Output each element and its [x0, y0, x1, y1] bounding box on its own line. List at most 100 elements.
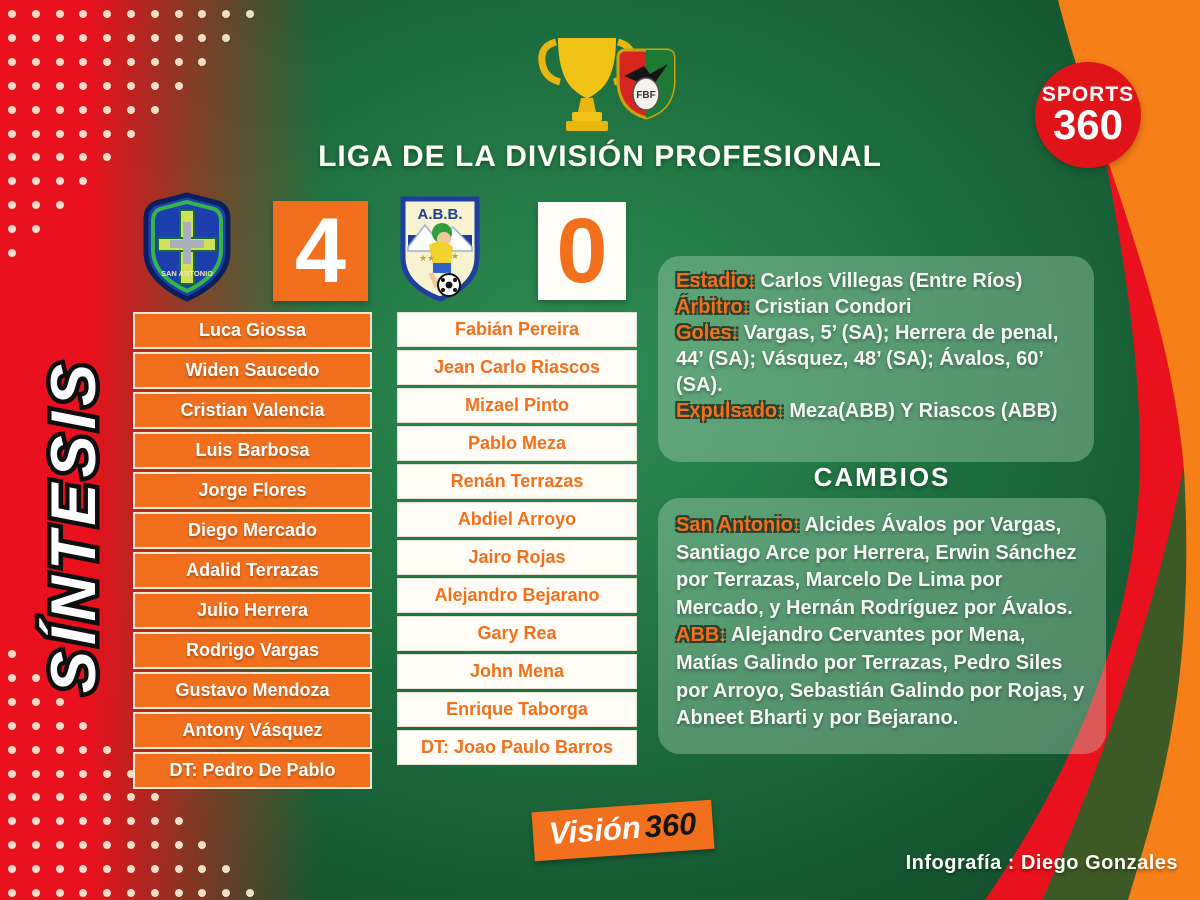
- home-player-row: Rodrigo Vargas: [133, 632, 372, 669]
- decorative-dot: [174, 889, 183, 897]
- decorative-dot: [8, 177, 16, 186]
- svg-text:FBF: FBF: [636, 90, 655, 101]
- decorative-dot: [150, 889, 159, 897]
- away-player-row: Renán Terrazas: [397, 464, 637, 499]
- away-player-row: Abdiel Arroyo: [397, 502, 637, 537]
- decorative-dot: [55, 33, 64, 42]
- decorative-dot: [174, 841, 183, 850]
- decorative-dot: [8, 817, 16, 826]
- decorative-dot: [55, 817, 64, 826]
- decorative-dot: [79, 153, 88, 162]
- decorative-dot: [103, 793, 112, 802]
- decorative-dot: [174, 817, 183, 826]
- decorative-dot: [8, 105, 16, 114]
- decorative-dot: [31, 225, 40, 234]
- decorative-dot: [8, 201, 16, 210]
- decorative-dot: [174, 33, 183, 42]
- decorative-dot: [150, 105, 159, 114]
- home-player-row: Adalid Terrazas: [133, 552, 372, 589]
- decorative-dot: [150, 841, 159, 850]
- decorative-dot: [79, 745, 88, 754]
- decorative-dot: [31, 865, 40, 874]
- decorative-dot: [103, 105, 112, 114]
- text-line: ABB: Alejandro Cervantes por Mena, Matía…: [676, 624, 1085, 730]
- decorative-dot: [198, 33, 207, 42]
- decorative-dot: [79, 793, 88, 802]
- page-title: LIGA DE LA DIVISIÓN PROFESIONAL: [318, 140, 882, 173]
- home-player-row: Widen Saucedo: [133, 352, 372, 389]
- line-label: Goles:: [676, 322, 739, 344]
- text-line: Goles: Vargas, 5’ (SA); Herrera de penal…: [676, 322, 1059, 396]
- decorative-dot: [79, 817, 88, 826]
- decorative-dot: [79, 721, 88, 730]
- decorative-dot: [79, 105, 88, 114]
- decorative-dot: [55, 177, 64, 186]
- away-lineup-list: Fabián Pereira Jean Carlo Riascos Mizael P…: [397, 312, 637, 765]
- decorative-dot: [127, 105, 135, 114]
- decorative-dot: [8, 129, 16, 138]
- decorative-dot: [31, 793, 40, 802]
- line-label: Árbitro:: [676, 296, 750, 318]
- cambios-heading: CAMBIOS: [813, 462, 951, 492]
- decorative-dot: [8, 249, 16, 257]
- line-label: ABB:: [676, 624, 726, 647]
- decorative-dot: [79, 889, 88, 897]
- decorative-dot: [8, 153, 16, 162]
- line-label: Expulsado:: [676, 400, 784, 422]
- decorative-dot: [8, 769, 16, 778]
- decorative-dot: [55, 721, 64, 730]
- decorative-dot: [127, 817, 135, 826]
- side-label: SÍNTESIS: [8, 300, 140, 752]
- decorative-dot: [31, 81, 40, 90]
- home-player-row: Diego Mercado: [133, 512, 372, 549]
- decorative-dot: [222, 10, 231, 18]
- decorative-dot: [8, 57, 16, 66]
- header-emblems: FBF: [0, 36, 1200, 140]
- decorative-dot: [103, 889, 112, 897]
- decorative-dot: [8, 721, 16, 730]
- sports360-number: 360: [1052, 101, 1124, 148]
- vision360-word: Visión: [547, 809, 642, 852]
- decorative-dot: [55, 153, 64, 162]
- decorative-dot: [55, 105, 64, 114]
- decorative-dot: [31, 889, 40, 897]
- decorative-dot: [79, 33, 88, 42]
- decorative-dot: [55, 793, 64, 802]
- decorative-dot: [31, 153, 40, 162]
- decorative-dot: [8, 33, 16, 42]
- decorative-dot: [31, 745, 40, 754]
- decorative-dot: [150, 57, 159, 66]
- decorative-dot: [55, 769, 64, 778]
- line-label: San Antonio:: [676, 514, 800, 536]
- home-team-badge: SAN ANTONIO: [143, 192, 231, 302]
- decorative-dot: [174, 81, 183, 90]
- decorative-dot: [55, 81, 64, 90]
- away-player-row: Gary Rea: [397, 616, 637, 651]
- decorative-dot: [222, 33, 231, 42]
- svg-text:★: ★: [451, 251, 459, 261]
- credit-text: Infografía : Diego Gonzales: [905, 852, 1178, 874]
- home-badge-label: SAN ANTONIO: [161, 269, 213, 278]
- away-player-row: Alejandro Bejarano: [397, 578, 637, 613]
- decorative-dot: [127, 841, 135, 850]
- away-player-row: John Mena: [397, 654, 637, 689]
- decorative-dot: [79, 81, 88, 90]
- decorative-dot: [198, 865, 207, 874]
- decorative-dot: [8, 841, 16, 850]
- home-player-row: Cristian Valencia: [133, 392, 372, 429]
- decorative-dot: [55, 201, 64, 210]
- away-badge-label: A.B.B.: [418, 206, 463, 223]
- trophy-icon: FBF: [538, 38, 676, 131]
- decorative-dot: [8, 697, 16, 706]
- decorative-dot: [103, 817, 112, 826]
- decorative-dot: [127, 865, 135, 874]
- decorative-dot: [8, 673, 16, 682]
- decorative-dot: [222, 865, 231, 874]
- home-player-row: DT: Pedro De Pablo: [133, 752, 372, 789]
- decorative-dot: [103, 153, 112, 162]
- decorative-dot: [55, 865, 64, 874]
- decorative-dot: [198, 10, 207, 18]
- decorative-dot: [31, 57, 40, 66]
